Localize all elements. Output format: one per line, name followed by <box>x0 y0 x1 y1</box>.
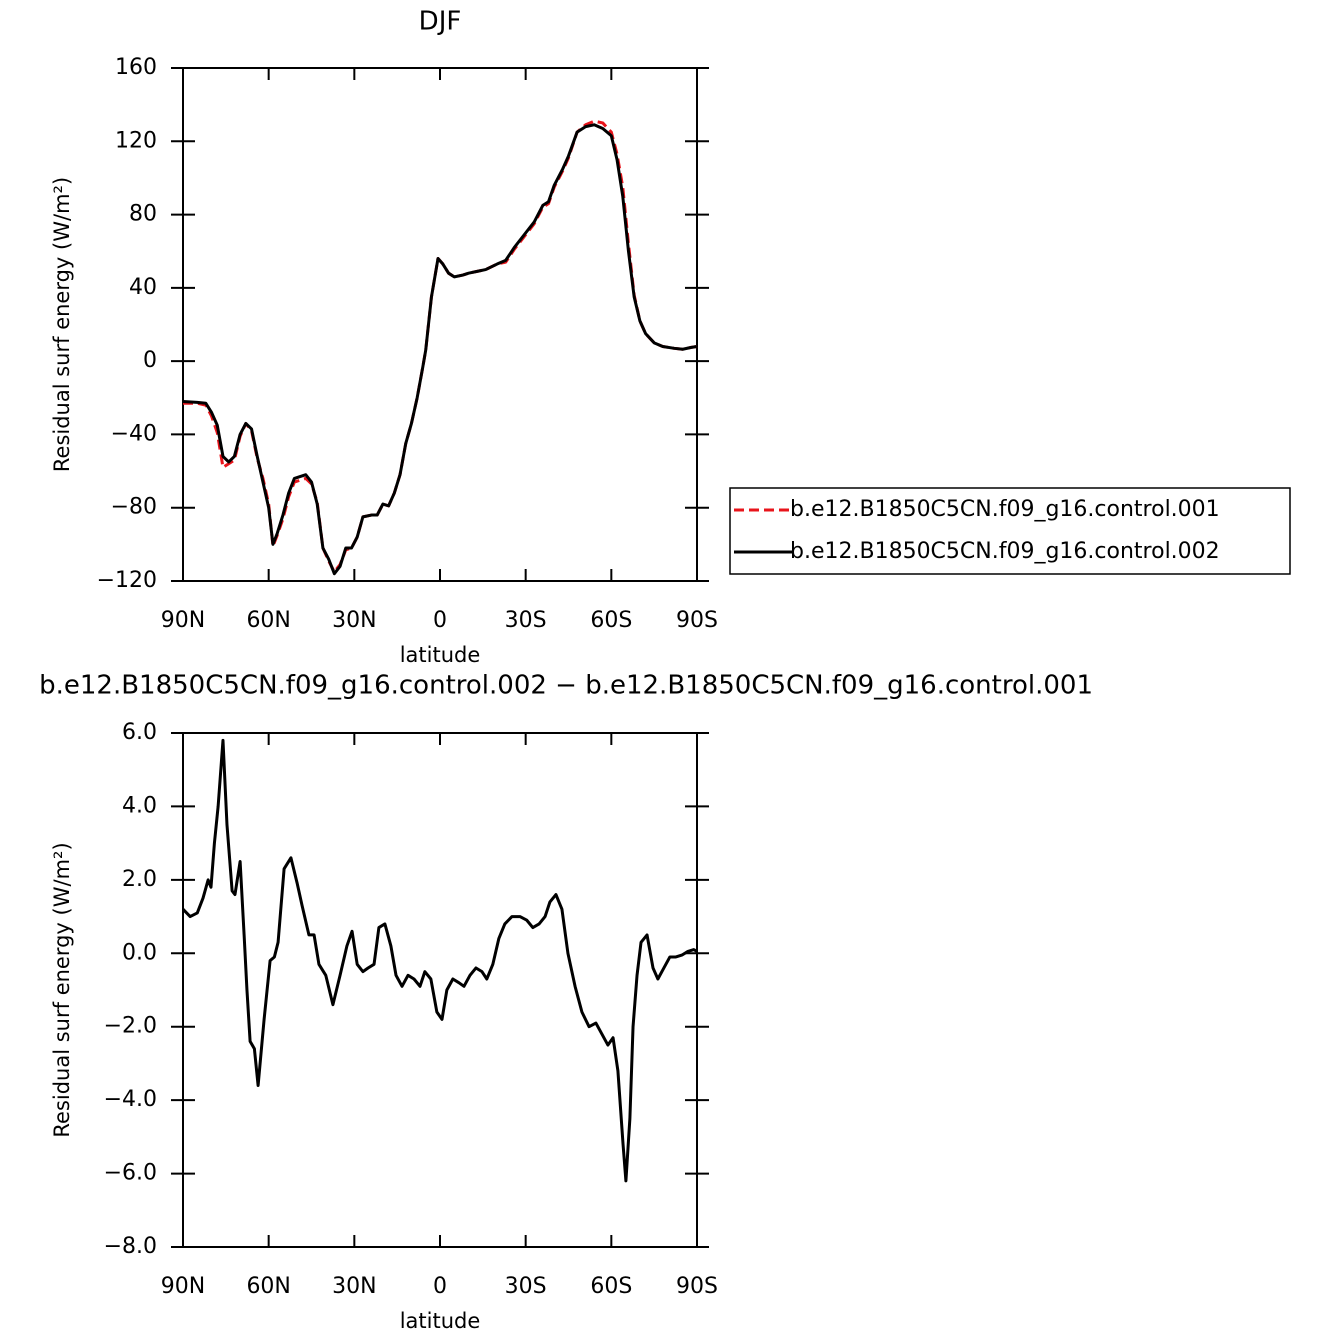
y-tick-label: 160 <box>115 55 157 80</box>
x-tick-label: 60S <box>590 608 632 633</box>
data-line <box>181 738 698 1183</box>
x-tick-label: 90S <box>676 1274 718 1299</box>
y-tick-label: 4.0 <box>122 793 157 818</box>
x-tick-label: 60N <box>246 608 290 633</box>
x-tick-label: 30N <box>332 1274 376 1299</box>
x-tick-label: 30N <box>332 608 376 633</box>
x-tick-label: 30S <box>505 608 547 633</box>
y-tick-label: −40 <box>111 421 157 446</box>
x-tick-label: 0 <box>433 608 447 633</box>
legend-frame <box>729 487 1291 575</box>
x-tick-label: 90S <box>676 608 718 633</box>
x-tick-label: 30S <box>505 1274 547 1299</box>
legend-label: b.e12.B1850C5CN.f09_g16.control.002 <box>790 539 1220 564</box>
y-tick-label: 6.0 <box>122 720 157 745</box>
y-axis-label: Residual surf energy (W/m²) <box>50 842 74 1137</box>
plot-frame <box>182 732 698 1248</box>
y-tick-label: −80 <box>111 495 157 520</box>
chart-title: DJF <box>419 7 462 37</box>
y-tick-label: −4.0 <box>104 1087 157 1112</box>
y-tick-label: 0.0 <box>122 940 157 965</box>
x-tick-label: 60S <box>590 1274 632 1299</box>
y-tick-label: −2.0 <box>104 1014 157 1039</box>
x-axis-label: latitude <box>400 643 481 667</box>
x-axis-label: latitude <box>400 1309 481 1333</box>
y-tick-label: 0 <box>143 348 157 373</box>
plot-frame <box>182 67 698 582</box>
data-line <box>183 119 698 574</box>
data-line <box>182 123 698 576</box>
y-tick-label: −120 <box>97 568 157 593</box>
y-tick-label: 40 <box>129 275 157 300</box>
y-tick-label: 2.0 <box>122 867 157 892</box>
y-tick-label: 80 <box>129 202 157 227</box>
x-tick-label: 60N <box>246 1274 290 1299</box>
x-tick-label: 90N <box>161 1274 205 1299</box>
legend-label: b.e12.B1850C5CN.f09_g16.control.001 <box>790 497 1220 522</box>
chart-title: b.e12.B1850C5CN.f09_g16.control.002 − b.… <box>39 671 1093 701</box>
y-tick-label: 120 <box>115 128 157 153</box>
x-tick-label: 90N <box>161 608 205 633</box>
y-axis-label: Residual surf energy (W/m²) <box>50 177 74 472</box>
y-tick-label: −6.0 <box>104 1161 157 1186</box>
x-tick-label: 0 <box>433 1274 447 1299</box>
y-tick-label: −8.0 <box>104 1234 157 1259</box>
